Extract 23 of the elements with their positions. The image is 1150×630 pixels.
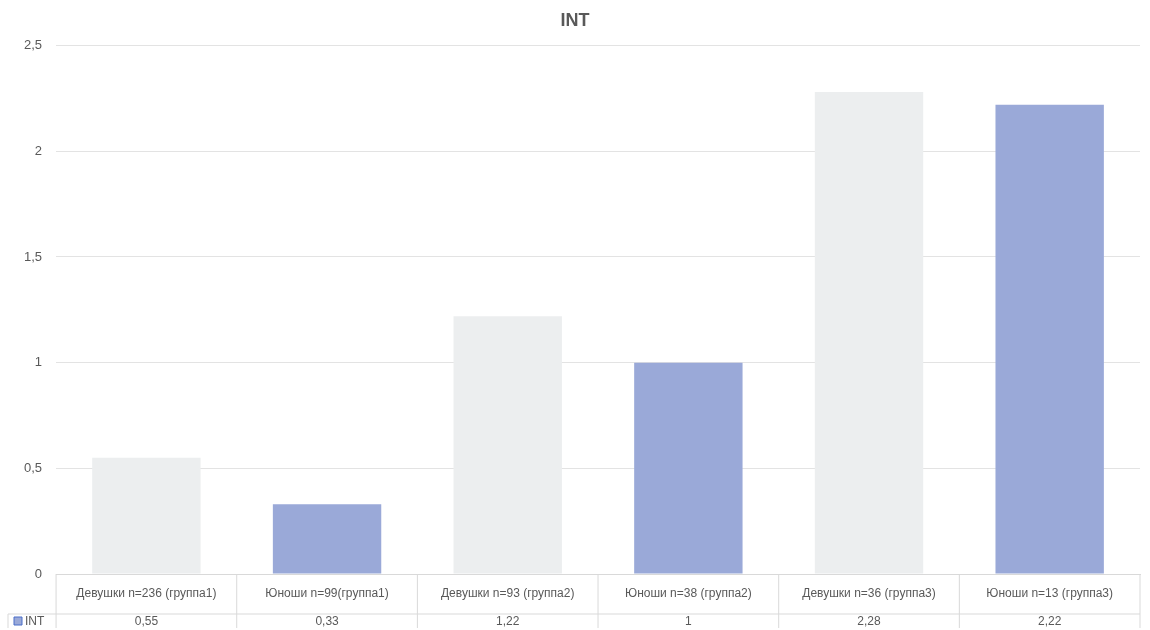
data-label: 2,22: [1037, 614, 1062, 629]
y-tick-label: 0,5: [23, 459, 43, 475]
legend-label: INT: [25, 614, 45, 629]
x-tick-label: Девушки n=93 (группа2): [440, 586, 575, 601]
chart-title: INT: [560, 9, 590, 30]
x-tick-label: Юноши n=13 (группа3): [986, 586, 1114, 601]
y-tick-label: 0: [34, 565, 43, 581]
x-tick-label: Девушки n=36 (группа3): [802, 586, 936, 601]
y-tick-label: 2: [34, 142, 43, 158]
data-label: 0,33: [315, 614, 340, 629]
x-tick-label: Юноши n=99(группа1): [265, 586, 389, 601]
bar: [272, 504, 382, 574]
data-label: 1: [685, 614, 693, 629]
bar: [634, 362, 743, 574]
data-label: 1,22: [496, 614, 520, 629]
x-tick-label: Юноши n=38 (группа2): [625, 586, 752, 601]
data-label: 2,28: [857, 614, 882, 629]
y-tick-label: 2,5: [23, 37, 43, 53]
y-tick-label: 1: [34, 354, 43, 370]
data-label: 0,55: [134, 614, 159, 629]
bar: [995, 104, 1104, 574]
x-tick-label: Девушки n=236 (группа1): [76, 586, 217, 601]
y-tick-label: 1,5: [23, 248, 43, 264]
